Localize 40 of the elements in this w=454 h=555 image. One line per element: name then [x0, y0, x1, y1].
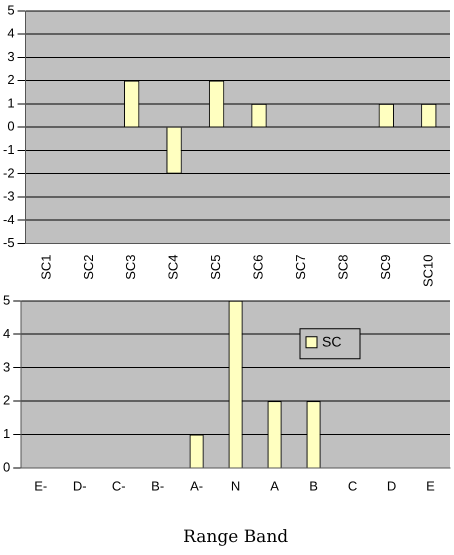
x-tick-label: SC6 [250, 254, 266, 280]
y-tick-label: 2 [7, 72, 15, 88]
x-tick-label: SC1 [38, 254, 54, 280]
y-tick-label: 4 [7, 26, 15, 41]
x-tick-label: SC9 [378, 254, 393, 280]
y-tick-label: -2 [2, 165, 15, 180]
x-tick-label: SC4 [166, 254, 181, 280]
y-tick-label: 0 [7, 118, 15, 134]
x-tick-label: N [230, 478, 240, 494]
x-tick-label: SC10 [420, 254, 436, 288]
x-tick-label: D- [72, 478, 87, 494]
x-tick-label: A [270, 478, 280, 494]
y-tick-label: 1 [2, 426, 10, 442]
y-tick-label: 3 [7, 48, 15, 64]
x-tick-label: SC2 [80, 254, 96, 280]
y-tick-label: -5 [2, 235, 15, 250]
x-axis-title: Range Band [183, 527, 288, 548]
x-tick-label: B [309, 478, 318, 494]
y-tick-label: -1 [2, 142, 15, 157]
x-tick-label: D [386, 478, 396, 494]
x-tick-label: E [426, 478, 436, 494]
x-tick-label: SC5 [208, 254, 224, 280]
y-tick-label: 5 [7, 2, 15, 18]
x-tick-label: A- [190, 478, 204, 494]
x-tick-label: C [348, 478, 358, 494]
x-tick-label: E- [34, 478, 48, 494]
y-tick-label: 1 [7, 95, 15, 110]
x-tick-label: C- [112, 478, 126, 494]
x-tick-label: SC7 [293, 254, 308, 280]
legend-label: SC [322, 334, 342, 350]
y-tick-label: 4 [2, 326, 10, 341]
y-tick-label: -4 [2, 212, 15, 227]
x-tick-label: SC8 [335, 254, 350, 280]
x-tick-label: SC3 [123, 254, 138, 280]
y-tick-label: 3 [2, 359, 10, 374]
y-tick-label: 5 [2, 292, 10, 308]
y-tick-label: 0 [2, 460, 10, 475]
y-tick-label: -3 [2, 188, 15, 204]
x-tick-label: B- [151, 478, 164, 494]
y-tick-label: 2 [2, 392, 10, 408]
